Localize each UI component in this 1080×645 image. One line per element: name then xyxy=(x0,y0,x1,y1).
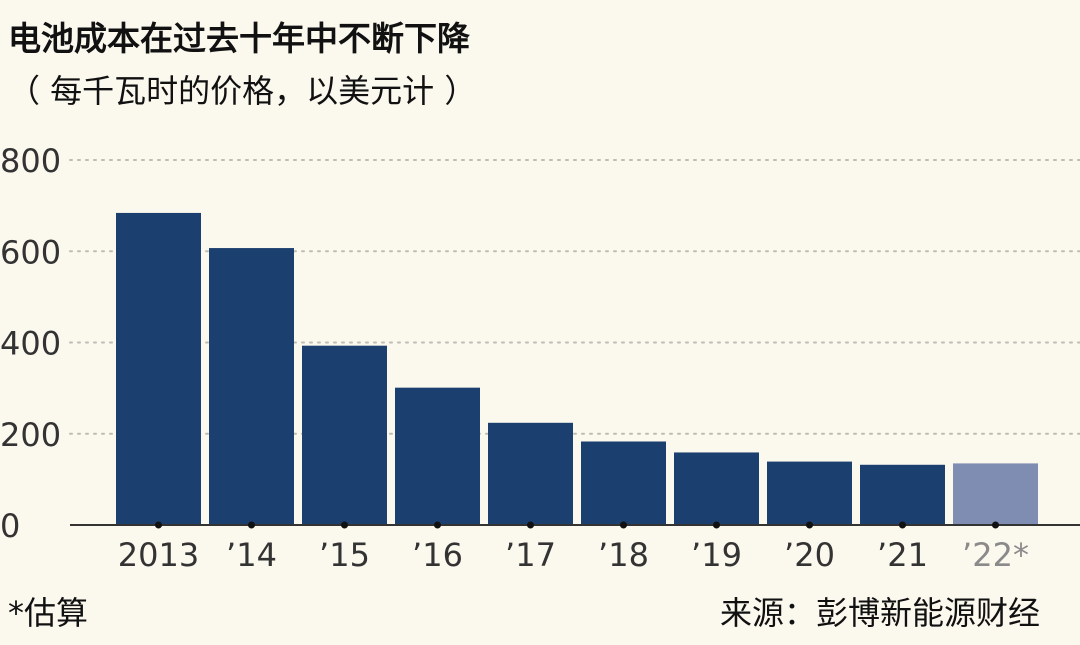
x-tick-label-’14: ’14 xyxy=(226,536,277,574)
bar-’19 xyxy=(674,452,759,525)
bar-’14 xyxy=(209,248,294,525)
x-tick-dot-’20 xyxy=(806,521,813,529)
bar-’18 xyxy=(581,441,666,525)
x-tick-label-’19: ’19 xyxy=(691,536,742,574)
y-tick-label-800: 800 xyxy=(0,142,61,180)
x-tick-dot-’14 xyxy=(248,521,255,529)
bar-’22* xyxy=(953,463,1038,525)
x-tick-dot-’16 xyxy=(434,521,441,529)
x-tick-dot-’18 xyxy=(620,521,627,529)
y-tick-label-600: 600 xyxy=(0,233,61,271)
x-tick-label-’17: ’17 xyxy=(505,536,556,574)
bar-’16 xyxy=(395,387,480,525)
y-tick-label-0: 0 xyxy=(0,507,20,545)
x-tick-label-’15: ’15 xyxy=(319,536,370,574)
x-tick-dot-’21 xyxy=(899,521,906,529)
source-note: 来源：彭博新能源财经 xyxy=(719,594,1040,632)
x-tick-label-’18: ’18 xyxy=(598,536,649,574)
bar-’20 xyxy=(767,461,852,525)
x-tick-dot-’17 xyxy=(527,521,534,529)
y-tick-label-400: 400 xyxy=(0,325,61,363)
chart-subtitle: （ 每千瓦时的价格，以美元计 ） xyxy=(8,72,477,110)
x-tick-dot-’19 xyxy=(713,521,720,529)
x-tick-dot-’22* xyxy=(992,521,999,529)
bar-’21 xyxy=(860,464,945,525)
x-tick-dot-’15 xyxy=(341,521,348,529)
x-tick-label-’16: ’16 xyxy=(412,536,463,574)
x-tick-label-’20: ’20 xyxy=(784,536,835,574)
bar-’15 xyxy=(302,345,387,525)
footnote: *估算 xyxy=(8,594,89,632)
bar-’17 xyxy=(488,422,573,525)
x-tick-dot-2013 xyxy=(155,521,162,529)
bar-2013 xyxy=(116,212,201,526)
x-tick-label-2013: 2013 xyxy=(118,536,199,574)
x-tick-label-’22*: ’22* xyxy=(962,536,1029,574)
chart-title: 电池成本在过去十年中不断下降 xyxy=(8,19,470,58)
y-tick-label-200: 200 xyxy=(0,416,61,454)
x-tick-label-’21: ’21 xyxy=(877,536,928,574)
